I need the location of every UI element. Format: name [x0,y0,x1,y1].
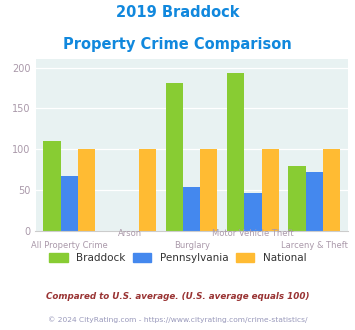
Bar [262,149,279,231]
Legend: Braddock, Pennsylvania, National: Braddock, Pennsylvania, National [45,249,310,267]
Text: Larceny & Theft: Larceny & Theft [281,241,348,250]
Text: Burglary: Burglary [174,241,210,250]
Bar [306,172,323,231]
Text: Property Crime Comparison: Property Crime Comparison [63,37,292,52]
Bar [43,141,61,231]
Text: All Property Crime: All Property Crime [31,241,108,250]
Bar [323,149,340,231]
Bar [244,193,262,231]
Text: Compared to U.S. average. (U.S. average equals 100): Compared to U.S. average. (U.S. average … [46,292,309,301]
Bar [200,149,217,231]
Bar [166,83,183,231]
Bar [183,187,200,231]
Bar [61,176,78,231]
Text: © 2024 CityRating.com - https://www.cityrating.com/crime-statistics/: © 2024 CityRating.com - https://www.city… [48,317,307,323]
Text: Arson: Arson [118,229,142,238]
Bar [227,73,244,231]
Text: Motor Vehicle Theft: Motor Vehicle Theft [212,229,294,238]
Bar [78,149,95,231]
Bar [289,166,306,231]
Text: 2019 Braddock: 2019 Braddock [116,5,239,20]
Bar [139,149,156,231]
